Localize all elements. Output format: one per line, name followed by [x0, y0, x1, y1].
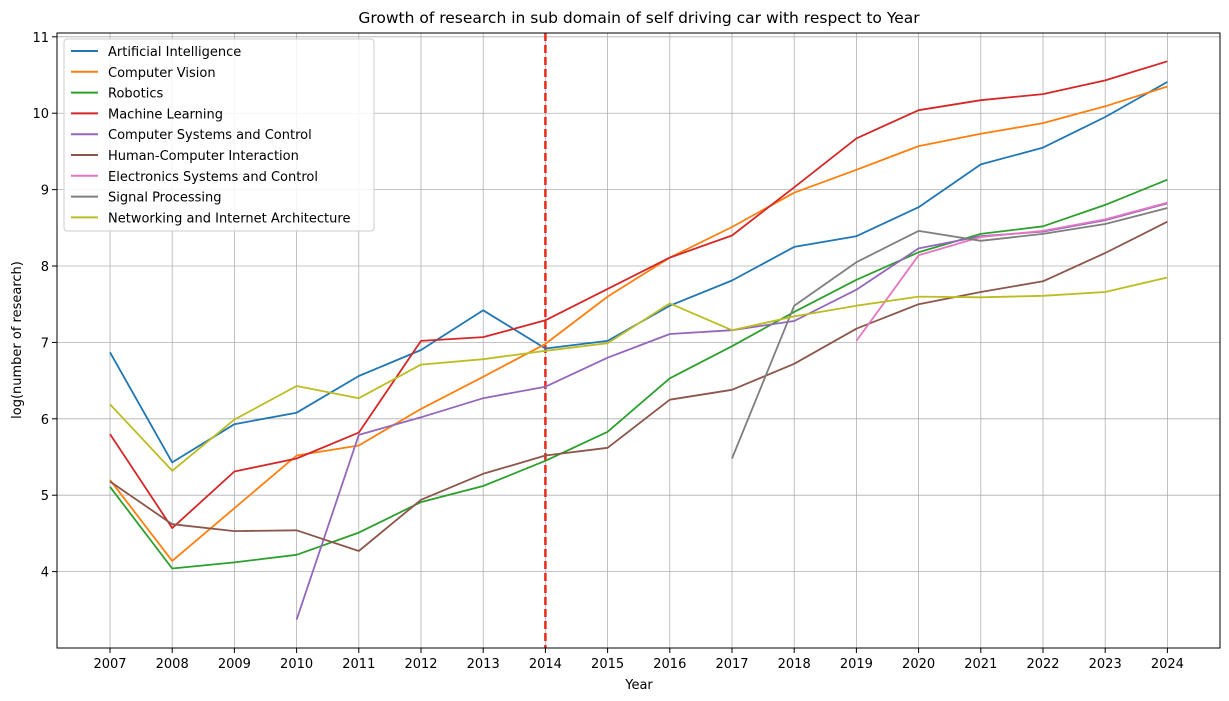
x-tick-label: 2016: [653, 657, 686, 672]
series-line-7: [731, 207, 1168, 459]
x-tick-label: 2010: [280, 657, 313, 672]
x-tick-label: 2009: [218, 657, 251, 672]
x-tick-label: 2011: [342, 657, 375, 672]
x-tick-label: 2014: [529, 657, 562, 672]
series-line-5: [109, 220, 1168, 552]
x-tick-label: 2020: [902, 657, 935, 672]
legend-box: [63, 38, 375, 232]
x-tick-label: 2012: [404, 657, 437, 672]
x-tick-label: 2008: [156, 657, 189, 672]
x-tick-label: 2022: [1026, 657, 1059, 672]
y-tick-label: 7: [41, 336, 49, 351]
series-line-3: [109, 60, 1168, 529]
y-axis-label: log(number of research): [10, 261, 25, 419]
y-tick-label: 9: [41, 184, 49, 199]
x-tick-label: 2013: [467, 657, 500, 672]
legend-label: Computer Vision: [108, 66, 216, 81]
series-line-6: [855, 201, 1168, 342]
legend-label: Networking and Internet Architecture: [108, 211, 350, 226]
legend: Artificial Intelligence Computer Vision Ro…: [63, 38, 375, 232]
y-tick-label: 4: [41, 566, 49, 581]
y-tick-label: 11: [32, 31, 49, 46]
x-tick-label: 2023: [1089, 657, 1122, 672]
y-tick-label: 6: [41, 413, 49, 428]
x-tick-label: 2021: [964, 657, 997, 672]
y-tick-label: 8: [41, 260, 49, 275]
plot-frame: [56, 32, 1221, 649]
legend-label: Robotics: [108, 87, 163, 102]
series-layer: [109, 60, 1168, 620]
series-line-1: [109, 85, 1168, 562]
x-tick-label: 2007: [93, 657, 126, 672]
series-line-2: [109, 178, 1168, 570]
x-tick-label: 2017: [715, 657, 748, 672]
legend-label: Electronics Systems and Control: [108, 170, 318, 185]
y-tick-label: 5: [41, 489, 49, 504]
x-tick-label: 2015: [591, 657, 624, 672]
chart-title: Growth of research in sub domain of self…: [358, 9, 920, 27]
legend-label: Machine Learning: [108, 107, 223, 122]
x-tick-label: 2024: [1151, 657, 1184, 672]
y-axis-ticks: 4 5 6 7 8 9 10 11: [32, 31, 57, 581]
x-tick-label: 2019: [840, 657, 873, 672]
legend-label: Artificial Intelligence: [108, 45, 241, 60]
x-tick-label: 2018: [778, 657, 811, 672]
x-axis-ticks: 2007 2008 2009 2010 2011 2012 2013 2014 2015 2016…: [93, 648, 1184, 672]
legend-label: Human-Computer Interaction: [108, 149, 299, 164]
series-line-8: [109, 276, 1168, 472]
legend-label: Signal Processing: [108, 191, 221, 206]
x-axis-label: Year: [624, 678, 653, 693]
y-tick-label: 10: [32, 107, 49, 122]
legend-label: Computer Systems and Control: [108, 128, 312, 143]
